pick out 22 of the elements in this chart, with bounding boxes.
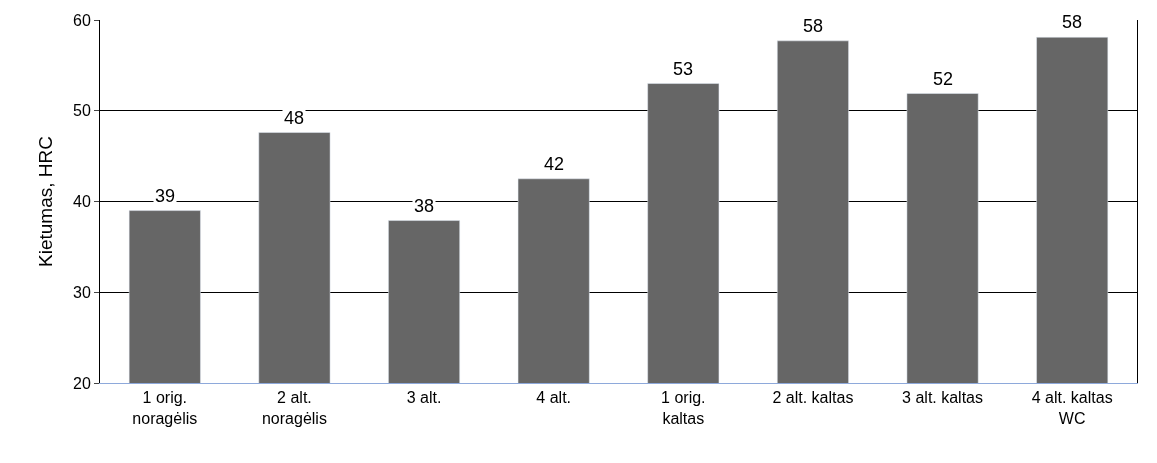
x-tick-label: 2 alt. noragėlis	[261, 389, 327, 427]
x-tick-label: 2 alt. kaltas	[772, 389, 854, 407]
x-tick-label: 1 orig. noragėlis	[132, 389, 198, 427]
data-label: 52	[933, 69, 954, 89]
y-tick-label: 40	[73, 193, 91, 211]
x-tick-label: 1 orig. kaltas	[661, 389, 706, 427]
x-tick-label: 4 alt. kaltas WC	[1031, 389, 1113, 427]
data-label: 39	[155, 186, 176, 206]
y-tick-label: 50	[73, 102, 91, 120]
y-axis-title: Kietumas, HRC	[34, 136, 56, 267]
data-label: 58	[803, 16, 824, 36]
x-tick-label: 3 alt.	[406, 389, 442, 407]
y-tick-label: 60	[73, 11, 91, 29]
x-tick-label: 4 alt.	[536, 389, 572, 407]
data-label: 48	[284, 108, 305, 128]
data-label: 38	[414, 196, 435, 216]
y-tick-label: 30	[73, 283, 91, 301]
data-label: 58	[1062, 12, 1083, 32]
x-tick-label: 3 alt. kaltas	[902, 389, 984, 407]
y-tick-label: 20	[73, 374, 91, 392]
data-label: 53	[673, 59, 694, 79]
data-label: 42	[544, 154, 565, 174]
